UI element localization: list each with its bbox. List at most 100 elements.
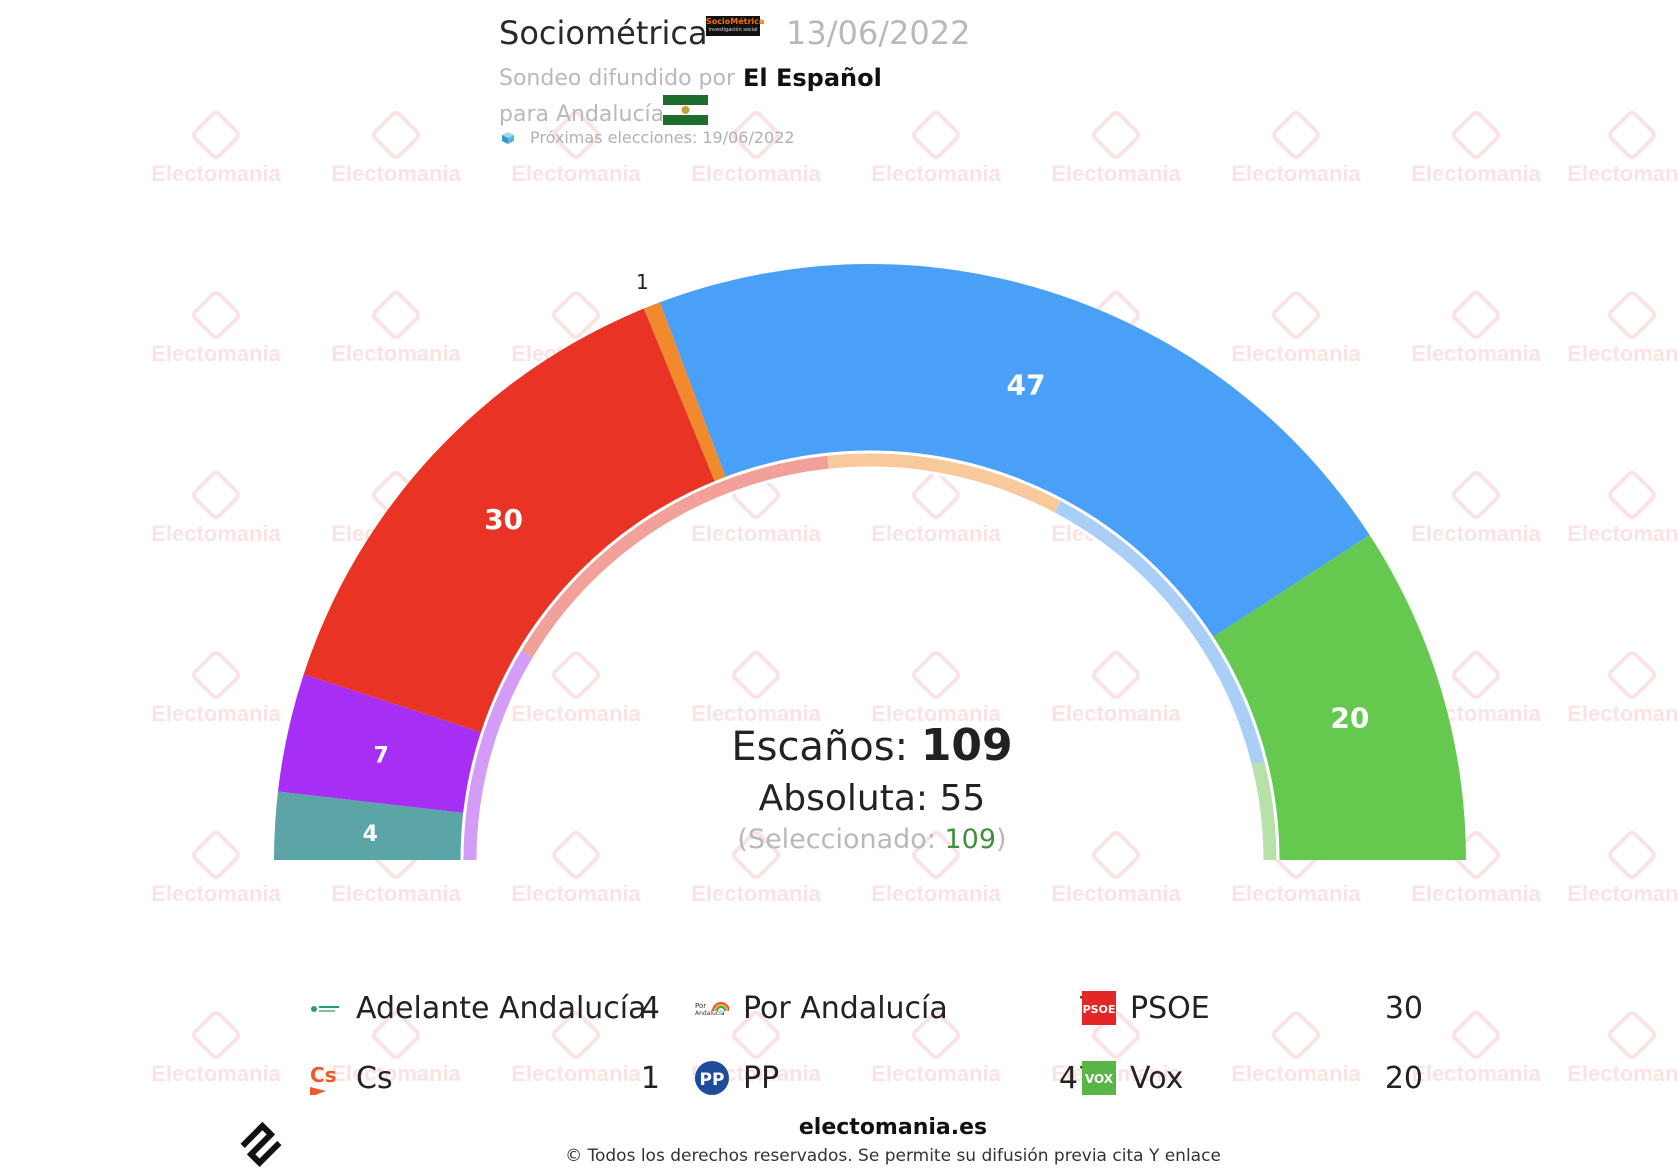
next-election: Próximas elecciones: 19/06/2022 — [500, 128, 795, 147]
legend-value: 4 — [640, 991, 660, 1026]
svg-text:Electomania: Electomania — [331, 161, 461, 186]
seat-sector-psoe — [303, 308, 717, 734]
electomania-logo-icon — [240, 1121, 282, 1168]
svg-text:Electomania: Electomania — [331, 1061, 461, 1086]
svg-text:Cs: Cs — [310, 1063, 337, 1087]
region-label: para Andalucía — [499, 102, 665, 127]
watermark-mark: Electomania — [871, 111, 1002, 186]
legend-name: Por Andalucía — [743, 991, 948, 1026]
svg-text:Electomania: Electomania — [871, 701, 1001, 726]
svg-text:Electomania: Electomania — [1567, 881, 1678, 906]
svg-text:Electomania: Electomania — [151, 881, 281, 906]
seat-label: 20 — [1330, 702, 1369, 735]
seat-label: 1 — [636, 270, 649, 294]
svg-text:Electomania: Electomania — [1567, 701, 1678, 726]
footer-copyright: © Todos los derechos reservados. Se perm… — [565, 1146, 1221, 1166]
svg-text:PSOE: PSOE — [1083, 1003, 1116, 1016]
selected-prefix: (Seleccionado: — [737, 824, 945, 855]
svg-text:Electomania: Electomania — [151, 341, 281, 366]
watermark-mark: Electomania — [871, 651, 1002, 726]
svg-text:Electomania: Electomania — [1411, 1061, 1541, 1086]
svg-text:Electomania: Electomania — [1231, 1061, 1361, 1086]
svg-text:VOX: VOX — [1085, 1072, 1114, 1086]
selected-seats: (Seleccionado: 109) — [0, 824, 1678, 855]
svg-text:Electomania: Electomania — [1567, 161, 1678, 186]
pollster-name: Sociométrica — [499, 14, 708, 52]
seat-sector-pp — [659, 264, 1370, 640]
ballot-box-icon — [502, 132, 514, 144]
svg-text:Por: Por — [695, 1002, 706, 1010]
selection-ring-arc — [463, 650, 533, 861]
watermark-mark: Electomania — [511, 111, 642, 186]
watermark-mark: Electomania — [1051, 831, 1182, 906]
legend-name: Vox — [1130, 1061, 1184, 1096]
svg-text:Electomania: Electomania — [151, 1061, 281, 1086]
pollster-logo-sub: investigación social — [708, 27, 758, 33]
psoe-logo-icon: PSOE — [1082, 991, 1116, 1025]
selection-ring-arc — [521, 455, 829, 658]
svg-text:Electomania: Electomania — [1231, 341, 1361, 366]
poll-date: 13/06/2022 — [786, 14, 971, 52]
watermark-mark: Electomania — [151, 291, 282, 366]
selected-value: 109 — [944, 824, 997, 855]
svg-text:Electomania: Electomania — [1567, 521, 1678, 546]
pp-logo-icon: PP — [695, 1061, 729, 1095]
watermark-mark: Electomania — [691, 111, 822, 186]
svg-text:Electomania: Electomania — [1231, 881, 1361, 906]
svg-text:Electomania: Electomania — [1411, 161, 1541, 186]
legend-name: Adelante Andalucía — [356, 991, 647, 1026]
seat-label: 30 — [484, 503, 523, 536]
media-name: El Español — [743, 64, 882, 92]
watermark-mark: Electomania — [151, 111, 282, 186]
svg-text:PP: PP — [700, 1070, 725, 1090]
absolute-majority: Absoluta: 55 — [758, 778, 986, 819]
watermark-mark: Electomania — [1567, 1011, 1678, 1086]
watermark-mark: Electomania — [1411, 111, 1542, 186]
selection-ring-arc — [1054, 501, 1265, 765]
legend-value: 30 — [1384, 991, 1423, 1026]
watermark-mark: Electomania — [1411, 291, 1542, 366]
watermark-mark: Electomania — [1231, 111, 1362, 186]
watermark-mark: Electomania — [331, 291, 462, 366]
watermark-mark: Electomania — [511, 1011, 642, 1086]
watermark-mark: Electomania — [511, 831, 642, 906]
svg-text:Electomania: Electomania — [151, 701, 281, 726]
footer-site[interactable]: electomania.es — [798, 1115, 988, 1140]
svg-text:Electomania: Electomania — [1411, 341, 1541, 366]
watermark-mark: Electomania — [151, 831, 282, 906]
watermark-mark: Electomania — [151, 651, 282, 726]
svg-text:Electomania: Electomania — [1231, 161, 1361, 186]
watermark-mark: Electomania — [511, 651, 642, 726]
watermark-mark: Electomania — [331, 111, 462, 186]
watermark-mark: Electomania — [151, 1011, 282, 1086]
svg-text:Electomania: Electomania — [1567, 341, 1678, 366]
svg-text:Electomania: Electomania — [691, 521, 821, 546]
svg-text:Electomania: Electomania — [871, 881, 1001, 906]
watermark-mark: Electomania — [1567, 831, 1678, 906]
legend-name: Cs — [356, 1061, 393, 1096]
svg-text:Electomania: Electomania — [871, 161, 1001, 186]
svg-text:Electomania: Electomania — [511, 881, 641, 906]
watermark-mark: Electomania — [1231, 1011, 1362, 1086]
adelante-logo-icon — [311, 1006, 339, 1012]
watermark-mark: Electomania — [1231, 291, 1362, 366]
watermark-mark: Electomania — [1411, 1011, 1542, 1086]
legend-name: PP — [743, 1061, 780, 1096]
svg-text:Electomania: Electomania — [691, 701, 821, 726]
seats-label: Escaños: — [731, 724, 909, 770]
seat-sector-adelante-andaluc-a — [274, 791, 468, 860]
svg-text:Electomania: Electomania — [1411, 521, 1541, 546]
svg-text:Electomania: Electomania — [511, 1061, 641, 1086]
seat-label: 4 — [363, 822, 378, 847]
svg-text:Electomania: Electomania — [1051, 701, 1181, 726]
svg-text:Electomania: Electomania — [511, 701, 641, 726]
svg-text:Electomania: Electomania — [1051, 1061, 1181, 1086]
legend-name: PSOE — [1130, 991, 1210, 1026]
vox-logo-icon: VOX — [1082, 1061, 1116, 1095]
svg-text:Electomania: Electomania — [331, 881, 461, 906]
seat-sector-por-andaluc-a — [277, 674, 486, 814]
watermark-mark: Electomania — [1051, 651, 1182, 726]
seats-total: Escaños: 109 — [0, 720, 1678, 771]
selection-ring-arc — [827, 453, 1061, 513]
svg-text:Electomania: Electomania — [151, 161, 281, 186]
